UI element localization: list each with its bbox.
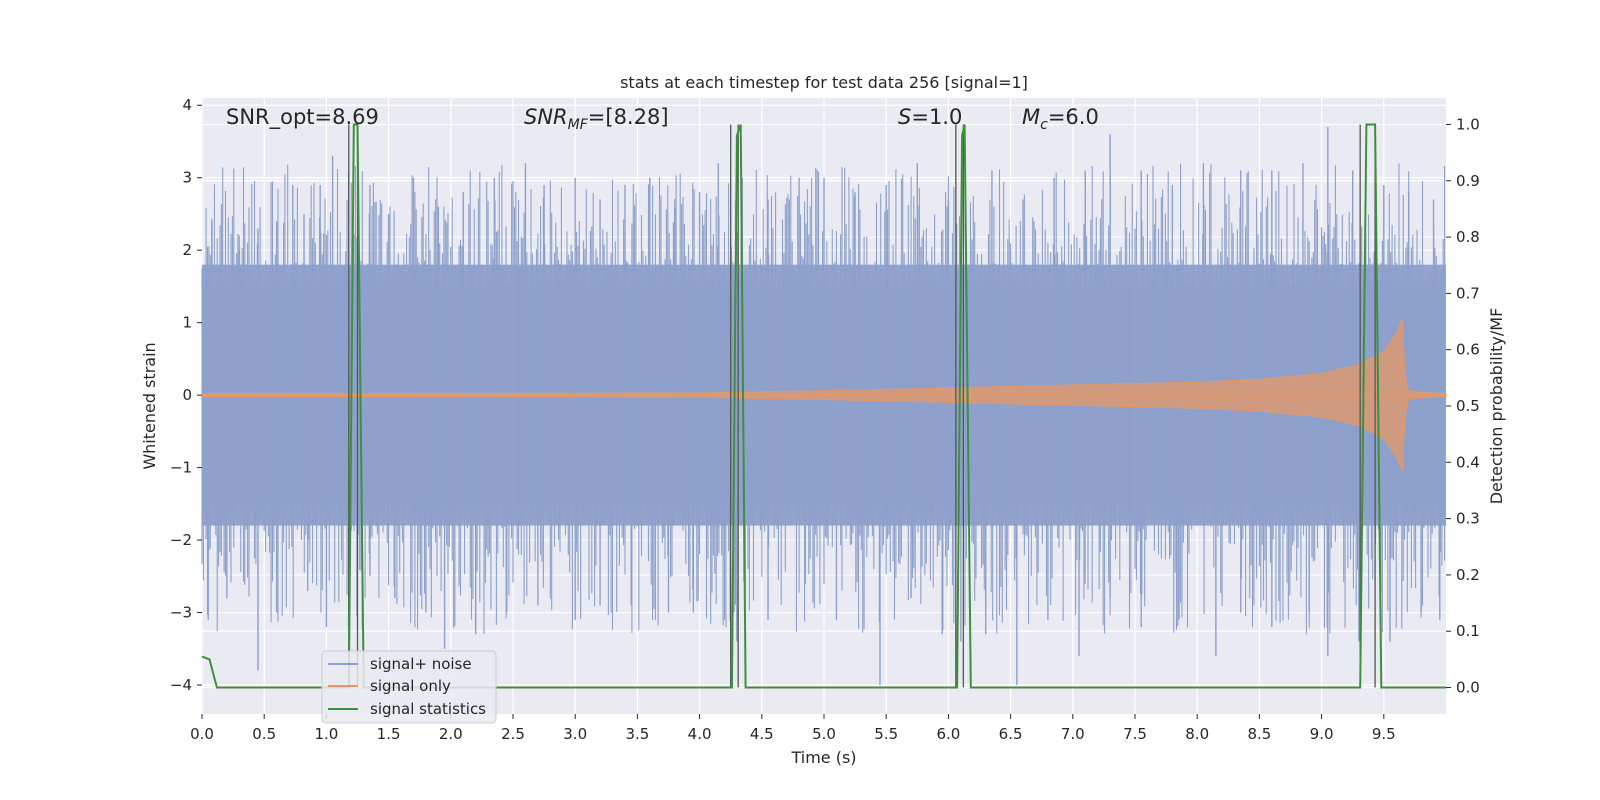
x-tick-label: 7.5	[1123, 725, 1147, 743]
annotation-s-value: =1.0	[911, 105, 962, 129]
vertical-markers	[348, 124, 1376, 688]
y-tick-label-right: 1.0	[1456, 115, 1480, 133]
annotation-snr-mf-value: =[8.28]	[588, 105, 669, 129]
y-tick-label-left: 1	[182, 314, 192, 332]
y-tick-label-left: −4	[170, 676, 192, 694]
y-tick-label-right: 0.7	[1456, 284, 1480, 302]
y-tick-label-left: 2	[182, 241, 192, 259]
series-signal-only	[201, 318, 1447, 472]
annotation-snr-mf-base: SNR	[524, 105, 568, 129]
x-tick-label: 5.5	[874, 725, 898, 743]
x-tick-label: 7.0	[1061, 725, 1085, 743]
x-tick-label: 5.0	[812, 725, 836, 743]
x-tick-label: 2.5	[501, 725, 525, 743]
statistics-line	[201, 123, 1446, 689]
x-tick-label: 6.5	[999, 725, 1023, 743]
legend-label-stats: signal statistics	[370, 700, 486, 718]
legend-label-signal: signal only	[370, 677, 451, 695]
x-tick-label: 8.0	[1185, 725, 1209, 743]
annotation-snr-opt: SNR_opt=8.69	[226, 105, 379, 130]
y-axis-label-left: Whitened strain	[140, 342, 159, 469]
x-tick-label: 9.0	[1310, 725, 1334, 743]
x-tick-label: 1.0	[314, 725, 338, 743]
annotation-s: S=1.0	[898, 105, 962, 129]
annotation-snr-mf-sub: MF	[568, 117, 589, 133]
annotation-snr-mf: SNRMF=[8.28]	[524, 105, 669, 133]
x-axis-label: Time (s)	[790, 748, 856, 767]
y-tick-label-right: 0.6	[1456, 341, 1480, 359]
y-tick-label-left: 4	[182, 96, 192, 114]
x-tick-label: 0.0	[190, 725, 214, 743]
annotation-s-symbol: S	[898, 105, 911, 129]
x-tick-label: 2.0	[439, 725, 463, 743]
y-tick-label-right: 0.0	[1456, 679, 1480, 697]
y-tick-label-left: 3	[182, 169, 192, 187]
axis-ticks: 0.0 0.5 1.0 1.5 2.0 2.5 3.0 3.5 4.0 4.5 5.0 5.5 6.0 6…	[170, 96, 1480, 743]
noise-trace	[201, 163, 1446, 635]
annotation-mc-value: =6.0	[1048, 105, 1099, 129]
y-tick-label-right: 0.5	[1456, 397, 1480, 415]
x-tick-label: 8.5	[1247, 725, 1271, 743]
x-tick-label: 3.0	[563, 725, 587, 743]
y-tick-label-right: 0.8	[1456, 228, 1480, 246]
y-axis-label-right: Detection probability/MF	[1487, 308, 1506, 505]
y-tick-label-right: 0.2	[1456, 566, 1480, 584]
y-tick-label-right: 0.1	[1456, 622, 1480, 640]
x-tick-label: 6.0	[936, 725, 960, 743]
y-tick-label-right: 0.3	[1456, 510, 1480, 528]
x-tick-label: 9.5	[1372, 725, 1396, 743]
x-tick-label: 4.5	[750, 725, 774, 743]
legend-box	[321, 650, 497, 724]
y-tick-label-left: 0	[182, 386, 192, 404]
legend: signal+ noise signal only signal statist…	[321, 650, 497, 724]
annotation-mc: Mc=6.0	[1022, 105, 1099, 133]
y-tick-label-left: −1	[170, 459, 192, 477]
y-tick-label-right: 0.4	[1456, 453, 1480, 471]
y-tick-label-left: −2	[170, 531, 192, 549]
chart-title: stats at each timestep for test data 256…	[620, 73, 1028, 92]
series-signal-statistics	[201, 123, 1446, 689]
y-tick-label-right: 0.9	[1456, 172, 1480, 190]
x-tick-label: 4.0	[688, 725, 712, 743]
x-tick-label: 1.5	[377, 725, 401, 743]
x-tick-label: 0.5	[252, 725, 276, 743]
y-tick-label-left: −3	[170, 604, 192, 622]
x-tick-label: 3.5	[625, 725, 649, 743]
annotation-mc-sub: c	[1040, 117, 1048, 133]
annotation-mc-base: M	[1022, 105, 1040, 129]
legend-label-noise: signal+ noise	[370, 655, 472, 673]
